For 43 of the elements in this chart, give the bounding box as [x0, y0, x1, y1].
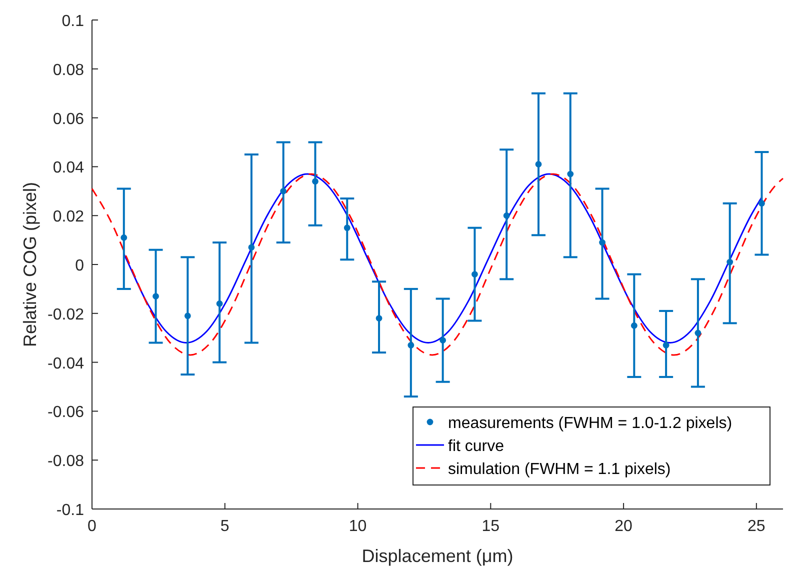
- point: [503, 212, 510, 219]
- x-tick-label: 20: [614, 518, 633, 535]
- point: [599, 239, 606, 246]
- y-tick-label: -0.1: [56, 502, 84, 519]
- point: [662, 342, 670, 348]
- y-tick-label: -0.08: [48, 453, 84, 470]
- x-tick-label: 0: [88, 518, 97, 535]
- point: [216, 300, 223, 307]
- y-tick-label: 0: [75, 258, 84, 274]
- y-tick-label: -0.02: [48, 306, 84, 324]
- point: [630, 322, 638, 329]
- point: [694, 330, 702, 336]
- point: [535, 161, 542, 168]
- point: [472, 271, 478, 278]
- point: [120, 234, 128, 241]
- x-tick-label: 5: [220, 518, 230, 535]
- point: [248, 244, 255, 251]
- point: [408, 342, 414, 348]
- y-tick-label: 0.04: [52, 160, 84, 177]
- y-tick-label: -0.04: [48, 355, 84, 372]
- point: [312, 178, 318, 185]
- y-tick-label: -0.06: [48, 404, 84, 422]
- x-tick-label: 15: [482, 518, 500, 535]
- x-axis-title: Displacement (μm): [362, 546, 514, 566]
- y-tick-label: 0.08: [52, 62, 84, 79]
- y-tick-label: 0.06: [52, 110, 84, 128]
- legend-label: fit curve: [448, 438, 504, 455]
- point: [758, 200, 765, 207]
- point: [376, 315, 382, 322]
- point: [184, 312, 191, 320]
- point: [567, 170, 574, 178]
- legend-label: simulation (FWHM = 1.1 pixels): [448, 461, 671, 478]
- point: [344, 224, 350, 232]
- y-tick-label: 0.1: [62, 13, 84, 30]
- point: [726, 258, 734, 266]
- point: [440, 337, 446, 344]
- point: [152, 293, 159, 300]
- y-tick-label: 0.02: [52, 208, 84, 226]
- x-tick-label: 10: [348, 518, 367, 535]
- x-tick-label: 25: [748, 518, 766, 535]
- legend-label: measurements (FWHM = 1.0-1.2 pixels): [448, 415, 732, 432]
- point: [280, 188, 287, 194]
- y-axis-title: Relative COG (pixel): [20, 182, 40, 348]
